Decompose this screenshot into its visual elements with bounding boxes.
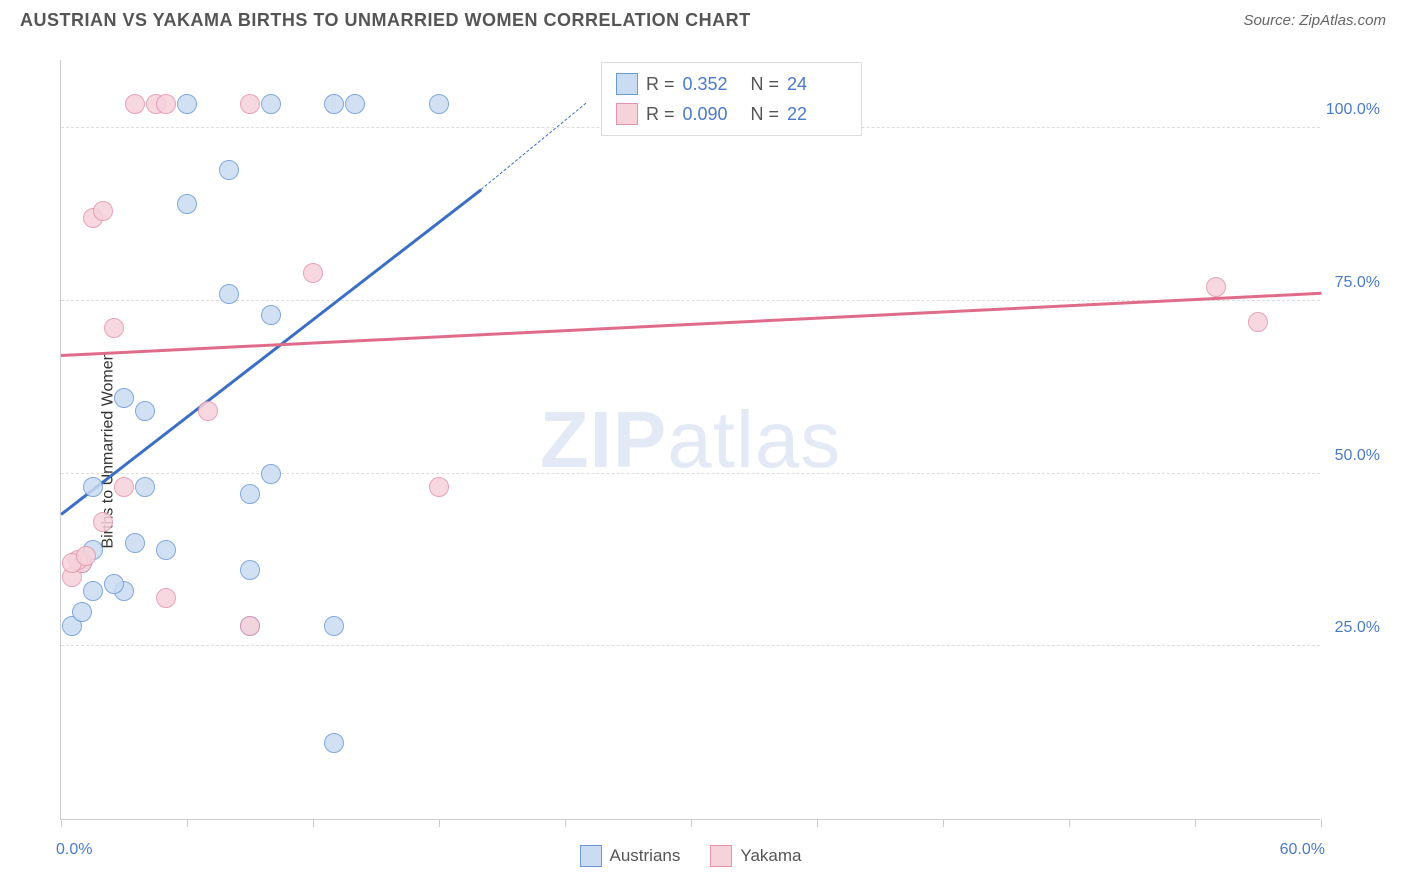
watermark-bold: ZIP <box>540 395 667 484</box>
x-tick <box>565 819 566 827</box>
data-point <box>261 94 281 114</box>
series-legend: Austrians Yakama <box>580 845 802 867</box>
data-point <box>135 401 155 421</box>
data-point <box>219 284 239 304</box>
y-tick-label: 75.0% <box>1335 274 1380 292</box>
stats-legend-row: R = 0.352 N = 24 <box>616 69 847 99</box>
stats-legend: R = 0.352 N = 24 R = 0.090 N = 22 <box>601 62 862 136</box>
data-point <box>324 616 344 636</box>
data-point <box>219 160 239 180</box>
r-value: 0.352 <box>683 74 743 95</box>
plot-area: ZIPatlas 25.0%50.0%75.0%100.0%0.0%60.0%R… <box>60 60 1320 820</box>
data-point <box>240 560 260 580</box>
data-point <box>324 733 344 753</box>
y-tick-label: 50.0% <box>1335 447 1380 465</box>
trend-dash <box>481 103 587 190</box>
x-tick <box>439 819 440 827</box>
data-point <box>125 94 145 114</box>
data-point <box>135 477 155 497</box>
n-label: N = <box>751 74 780 95</box>
data-point <box>1248 312 1268 332</box>
trend-line <box>61 291 1321 356</box>
stats-legend-row: R = 0.090 N = 22 <box>616 99 847 129</box>
source-label: Source: ZipAtlas.com <box>1243 12 1386 29</box>
gridline <box>61 473 1320 474</box>
data-point <box>83 581 103 601</box>
data-point <box>429 477 449 497</box>
r-label: R = <box>646 74 675 95</box>
data-point <box>156 94 176 114</box>
series-legend-item: Yakama <box>710 845 801 867</box>
x-tick <box>943 819 944 827</box>
data-point <box>324 94 344 114</box>
data-point <box>1206 277 1226 297</box>
data-point <box>93 201 113 221</box>
x-tick <box>817 819 818 827</box>
x-tick <box>1195 819 1196 827</box>
data-point <box>114 388 134 408</box>
series-legend-label: Yakama <box>740 846 801 866</box>
y-tick-label: 100.0% <box>1326 101 1380 119</box>
x-tick <box>187 819 188 827</box>
x-tick <box>1069 819 1070 827</box>
data-point <box>156 540 176 560</box>
watermark-light: atlas <box>667 395 841 484</box>
data-point <box>83 477 103 497</box>
chart-container: Births to Unmarried Women ZIPatlas 25.0%… <box>20 40 1386 860</box>
data-point <box>72 602 92 622</box>
x-tick <box>313 819 314 827</box>
data-point <box>177 94 197 114</box>
x-tick-label-max: 60.0% <box>1280 841 1325 859</box>
series-legend-item: Austrians <box>580 845 681 867</box>
data-point <box>104 318 124 338</box>
data-point <box>177 194 197 214</box>
x-tick <box>691 819 692 827</box>
x-tick <box>1321 819 1322 827</box>
x-tick-label-min: 0.0% <box>56 841 92 859</box>
gridline <box>61 645 1320 646</box>
data-point <box>261 305 281 325</box>
legend-swatch <box>580 845 602 867</box>
data-point <box>240 94 260 114</box>
x-tick <box>61 819 62 827</box>
legend-swatch <box>710 845 732 867</box>
data-point <box>156 588 176 608</box>
data-point <box>345 94 365 114</box>
data-point <box>240 616 260 636</box>
data-point <box>198 401 218 421</box>
n-label: N = <box>751 104 780 125</box>
n-value: 24 <box>787 74 847 95</box>
data-point <box>429 94 449 114</box>
series-legend-label: Austrians <box>610 846 681 866</box>
data-point <box>76 546 96 566</box>
data-point <box>104 574 124 594</box>
data-point <box>114 477 134 497</box>
chart-title: AUSTRIAN VS YAKAMA BIRTHS TO UNMARRIED W… <box>20 10 751 31</box>
data-point <box>261 464 281 484</box>
legend-swatch <box>616 103 638 125</box>
data-point <box>240 484 260 504</box>
r-value: 0.090 <box>683 104 743 125</box>
data-point <box>93 512 113 532</box>
r-label: R = <box>646 104 675 125</box>
data-point <box>303 263 323 283</box>
data-point <box>125 533 145 553</box>
n-value: 22 <box>787 104 847 125</box>
y-tick-label: 25.0% <box>1335 619 1380 637</box>
legend-swatch <box>616 73 638 95</box>
